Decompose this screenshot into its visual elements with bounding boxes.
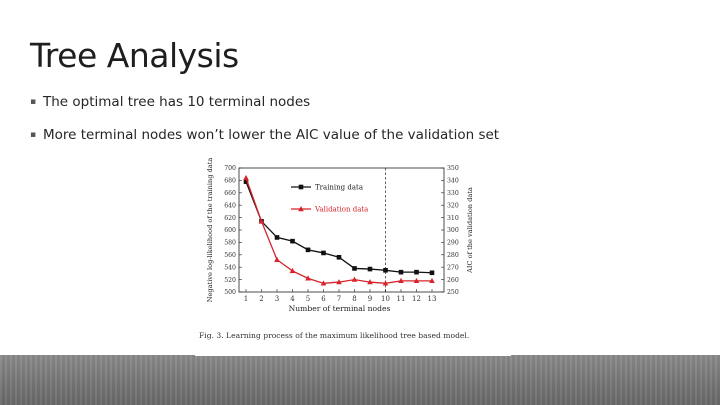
data-point — [243, 179, 249, 184]
legend-marker — [298, 206, 304, 212]
data-point — [320, 280, 327, 286]
y-right-tick-label: 320 — [447, 202, 459, 209]
data-point — [383, 268, 388, 273]
data-point — [258, 218, 265, 224]
x-tick-label: 11 — [397, 295, 406, 303]
y-left-tick-label: 560 — [224, 252, 236, 259]
data-point — [398, 269, 404, 275]
y-right-tick-label: 350 — [447, 165, 459, 172]
y-left-tick-label: 640 — [224, 202, 236, 209]
data-point — [321, 250, 326, 256]
bullet-icon: ▪ — [30, 97, 37, 107]
x-tick-label: 2 — [259, 295, 263, 303]
data-point — [429, 277, 435, 284]
floor-texture — [0, 355, 720, 405]
bullet-item: ▪ The optimal tree has 10 terminal nodes — [30, 92, 499, 113]
y-left-tick-label: 600 — [224, 227, 236, 234]
bullet-text: The optimal tree has 10 terminal nodes — [43, 94, 311, 110]
legend-marker — [298, 184, 304, 190]
data-point — [367, 279, 373, 285]
x-tick-label: 6 — [321, 295, 326, 303]
data-point — [352, 266, 357, 271]
x-tick-label: 8 — [352, 295, 356, 303]
y-right-tick-label: 300 — [447, 227, 459, 234]
y-right-tick-label: 290 — [447, 240, 459, 247]
y-left-tick-label: 580 — [224, 240, 236, 247]
data-point — [289, 267, 296, 274]
x-tick-label: 13 — [428, 295, 437, 303]
data-point — [413, 277, 420, 284]
data-point — [243, 174, 249, 181]
figure-caption: Fig. 3. Learning process of the maximum … — [199, 331, 470, 340]
data-point — [382, 280, 389, 286]
y-right-axis-title: AIC of the validation data — [466, 187, 474, 274]
bullet-list: ▪ The optimal tree has 10 terminal nodes… — [30, 92, 499, 158]
y-right-tick-label: 270 — [447, 264, 459, 271]
x-tick-label: 7 — [337, 295, 341, 303]
slide-title: Tree Analysis — [30, 36, 239, 75]
y-left-tick-label: 540 — [224, 264, 236, 271]
data-point — [274, 235, 280, 240]
data-point — [367, 266, 373, 272]
x-tick-label: 4 — [290, 295, 295, 303]
data-point — [336, 279, 342, 285]
data-point — [305, 247, 311, 253]
y-left-tick-label: 500 — [224, 289, 236, 296]
y-right-tick-label: 260 — [447, 277, 459, 284]
data-point — [429, 270, 435, 276]
y-left-tick-label: 680 — [224, 178, 236, 185]
y-right-tick-label: 330 — [447, 190, 459, 197]
series-line — [245, 177, 432, 284]
y-left-axis-title: Negative log-likelihood of the training … — [206, 158, 214, 303]
y-right-tick-label: 250 — [447, 289, 459, 296]
x-tick-label: 9 — [368, 295, 372, 303]
data-point — [351, 276, 358, 282]
x-tick-label: 1 — [244, 295, 248, 303]
x-tick-label: 5 — [306, 295, 310, 303]
bullet-icon: ▪ — [30, 130, 37, 140]
y-left-tick-label: 520 — [224, 277, 236, 284]
data-point — [305, 275, 311, 281]
data-point — [398, 277, 404, 284]
data-point — [414, 269, 419, 275]
x-tick-label: 10 — [381, 295, 390, 303]
y-right-tick-label: 310 — [447, 215, 459, 222]
legend-label: Validation data — [314, 206, 368, 214]
bullet-item: ▪ More terminal nodes won’t lower the AI… — [30, 125, 499, 146]
y-left-tick-label: 660 — [224, 190, 236, 197]
y-left-tick-label: 700 — [224, 165, 236, 172]
x-tick-label: 3 — [275, 295, 279, 303]
bullet-text: More terminal nodes won’t lower the AIC … — [43, 127, 500, 143]
y-left-tick-label: 620 — [224, 215, 236, 222]
learning-process-chart: 500 520 540 560 580 600 620 640 660 680 700 250 260 2… — [206, 158, 474, 313]
y-right-tick-label: 280 — [447, 252, 459, 259]
data-point — [336, 254, 342, 260]
data-point — [290, 238, 295, 244]
data-point — [274, 256, 280, 262]
x-tick-label: 12 — [412, 295, 421, 303]
figure: 500 520 540 560 580 600 620 640 660 680 700 250 260 2… — [195, 146, 511, 356]
x-axis-title: Number of terminal nodes — [289, 304, 391, 313]
y-right-tick-label: 340 — [447, 178, 459, 185]
legend-label: Training data — [315, 184, 363, 192]
